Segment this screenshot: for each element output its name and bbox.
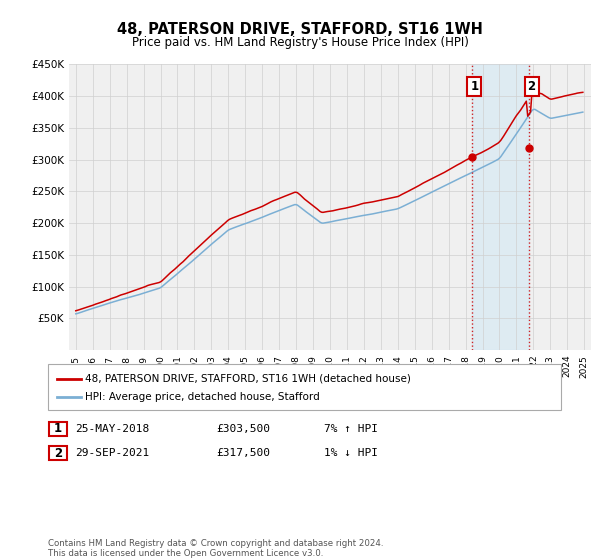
Text: 29-SEP-2021: 29-SEP-2021 xyxy=(75,448,149,458)
Text: 2: 2 xyxy=(527,80,536,93)
Text: 1% ↓ HPI: 1% ↓ HPI xyxy=(324,448,378,458)
Text: HPI: Average price, detached house, Stafford: HPI: Average price, detached house, Staf… xyxy=(85,392,320,402)
Text: 2: 2 xyxy=(54,446,62,460)
Text: Price paid vs. HM Land Registry's House Price Index (HPI): Price paid vs. HM Land Registry's House … xyxy=(131,36,469,49)
Text: 1: 1 xyxy=(54,422,62,436)
Text: £317,500: £317,500 xyxy=(216,448,270,458)
Text: 48, PATERSON DRIVE, STAFFORD, ST16 1WH: 48, PATERSON DRIVE, STAFFORD, ST16 1WH xyxy=(117,22,483,38)
Text: 7% ↑ HPI: 7% ↑ HPI xyxy=(324,424,378,434)
Text: 48, PATERSON DRIVE, STAFFORD, ST16 1WH (detached house): 48, PATERSON DRIVE, STAFFORD, ST16 1WH (… xyxy=(85,374,411,384)
Text: 1: 1 xyxy=(470,80,479,93)
Text: Contains HM Land Registry data © Crown copyright and database right 2024.
This d: Contains HM Land Registry data © Crown c… xyxy=(48,539,383,558)
Text: 25-MAY-2018: 25-MAY-2018 xyxy=(75,424,149,434)
Text: £303,500: £303,500 xyxy=(216,424,270,434)
Bar xyxy=(472,64,529,350)
